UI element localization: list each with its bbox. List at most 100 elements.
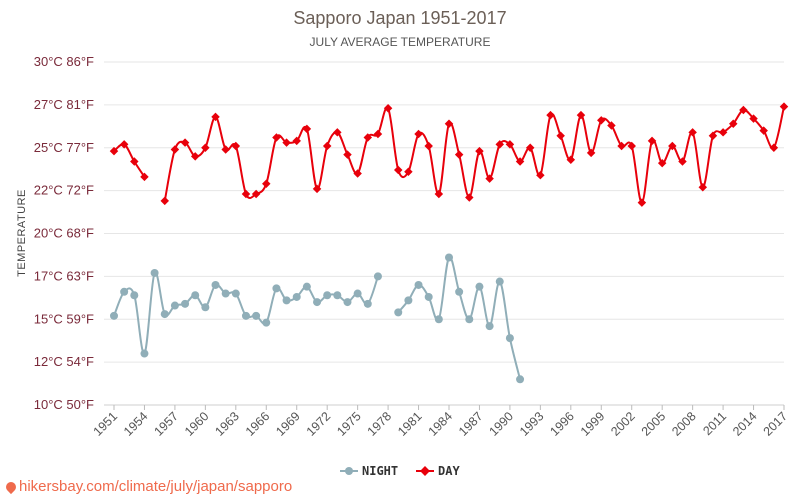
night-data-point[interactable]	[211, 280, 220, 289]
night-data-point[interactable]	[333, 291, 342, 300]
day-data-point[interactable]	[241, 189, 251, 199]
day-data-point[interactable]	[251, 189, 261, 199]
day-data-point[interactable]	[434, 189, 444, 199]
night-data-point[interactable]	[373, 272, 382, 281]
day-data-point[interactable]	[556, 131, 565, 140]
x-tick-label: 1975	[334, 409, 364, 439]
day-data-point[interactable]	[363, 133, 373, 142]
day-data-point[interactable]	[201, 143, 210, 152]
day-data-point[interactable]	[302, 124, 312, 134]
legend-day-marker	[420, 466, 430, 476]
night-data-point[interactable]	[313, 298, 322, 307]
night-data-point[interactable]	[353, 289, 362, 298]
night-data-point[interactable]	[241, 311, 250, 320]
night-data-point[interactable]	[272, 284, 281, 293]
day-data-point[interactable]	[454, 150, 464, 159]
night-data-point[interactable]	[201, 303, 210, 312]
x-tick-label: 2017	[761, 409, 791, 439]
day-data-point[interactable]	[424, 141, 433, 151]
night-data-point[interactable]	[404, 296, 413, 305]
x-tick-labels: 1951 1954 1957 1960 1963 1966 1969 1972 1975 1978…	[91, 405, 791, 439]
day-data-point[interactable]	[383, 104, 393, 113]
day-data-point[interactable]	[414, 129, 423, 139]
legend-item-day[interactable]: DAY	[416, 464, 460, 478]
day-data-point[interactable]	[322, 141, 332, 151]
day-data-point[interactable]	[180, 138, 190, 147]
day-data-point[interactable]	[170, 145, 180, 154]
night-data-point[interactable]	[475, 282, 484, 291]
day-data-point[interactable]	[505, 140, 515, 149]
day-data-point[interactable]	[211, 112, 220, 122]
day-data-point[interactable]	[119, 140, 129, 149]
legend-item-night[interactable]: NIGHT	[340, 464, 398, 478]
day-data-point[interactable]	[109, 146, 119, 156]
night-data-point[interactable]	[323, 291, 332, 300]
day-data-point[interactable]	[393, 165, 403, 175]
night-data-point[interactable]	[221, 289, 230, 298]
day-data-point[interactable]	[475, 146, 484, 156]
day-data-point[interactable]	[272, 133, 281, 142]
night-data-point[interactable]	[495, 277, 504, 286]
watermark[interactable]: hikersbay.com/climate/july/japan/sapporo	[3, 478, 292, 495]
day-data-point[interactable]	[404, 167, 413, 177]
night-data-point[interactable]	[485, 322, 494, 331]
night-data-point[interactable]	[445, 253, 453, 262]
day-data-point[interactable]	[465, 193, 474, 202]
day-data-point[interactable]	[779, 102, 789, 111]
day-data-point[interactable]	[343, 150, 352, 159]
y-tick-label: 30°C 86°F	[34, 54, 94, 69]
day-data-point[interactable]	[160, 196, 170, 206]
night-data-point[interactable]	[130, 291, 139, 300]
day-data-point[interactable]	[597, 116, 606, 125]
day-data-point[interactable]	[637, 198, 647, 207]
night-data-point[interactable]	[363, 299, 372, 308]
day-data-point[interactable]	[292, 136, 301, 146]
day-data-point[interactable]	[221, 145, 230, 154]
night-data-point[interactable]	[505, 334, 514, 343]
day-data-point[interactable]	[333, 128, 342, 137]
night-data-point[interactable]	[110, 311, 118, 320]
x-tick-label: 1993	[517, 409, 547, 439]
day-data-point[interactable]	[262, 179, 271, 189]
night-data-point[interactable]	[160, 310, 169, 319]
night-data-point[interactable]	[262, 318, 271, 327]
night-data-point[interactable]	[434, 315, 443, 324]
y-axis-label: TEMPERATURE	[16, 189, 28, 277]
night-data-point[interactable]	[414, 280, 423, 289]
night-data-point[interactable]	[191, 291, 200, 300]
night-data-point[interactable]	[140, 349, 149, 358]
night-data-point[interactable]	[516, 375, 525, 384]
day-data-point[interactable]	[373, 129, 383, 139]
night-data-point[interactable]	[343, 298, 352, 307]
day-data-point[interactable]	[130, 157, 139, 166]
night-data-point[interactable]	[150, 268, 159, 277]
night-data-point[interactable]	[231, 289, 240, 298]
night-data-point[interactable]	[465, 315, 474, 324]
day-data-point[interactable]	[231, 141, 241, 151]
day-data-point[interactable]	[485, 174, 494, 183]
day-data-point[interactable]	[312, 184, 322, 194]
night-data-point[interactable]	[394, 308, 403, 317]
night-data-point[interactable]	[282, 296, 291, 305]
chart-subtitle: JULY AVERAGE TEMPERATURE	[310, 35, 491, 49]
night-data-point[interactable]	[455, 287, 464, 296]
day-data-point[interactable]	[495, 140, 505, 149]
day-data-point[interactable]	[190, 152, 200, 161]
night-data-point[interactable]	[181, 299, 190, 308]
x-tick-label: 1966	[243, 409, 273, 439]
night-data-point[interactable]	[170, 301, 179, 310]
day-data-point[interactable]	[282, 138, 291, 147]
x-tick-label: 2005	[639, 409, 669, 439]
night-data-point[interactable]	[292, 292, 301, 301]
day-data-point[interactable]	[708, 131, 718, 140]
day-data-point[interactable]	[576, 110, 586, 120]
day-data-point[interactable]	[140, 172, 149, 182]
day-data-point[interactable]	[444, 119, 454, 128]
night-data-point[interactable]	[424, 292, 433, 301]
night-data-point[interactable]	[252, 311, 261, 320]
day-data-point[interactable]	[353, 169, 362, 178]
night-data-point[interactable]	[120, 287, 129, 296]
day-data-point[interactable]	[546, 110, 555, 120]
night-data-point[interactable]	[302, 282, 311, 291]
